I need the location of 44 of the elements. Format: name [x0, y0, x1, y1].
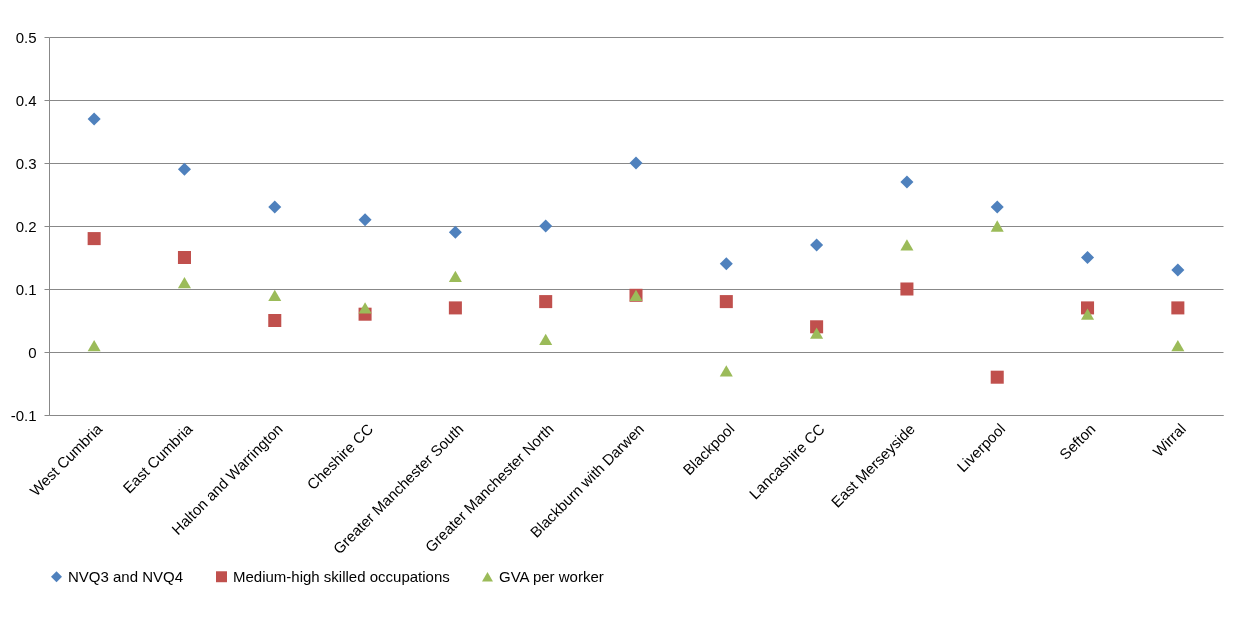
point [1171, 263, 1185, 277]
point [177, 277, 191, 289]
point [719, 295, 733, 309]
point [719, 257, 733, 271]
point [539, 295, 553, 309]
legend-label: Medium-high skilled occupations [233, 567, 450, 585]
point [900, 239, 914, 251]
point [990, 200, 1004, 214]
legend-label: GVA per worker [499, 567, 604, 585]
point [1171, 301, 1185, 315]
point [87, 232, 101, 246]
y-tick-label: -0.1 [10, 406, 37, 424]
point [1081, 250, 1095, 265]
point [268, 289, 282, 301]
point [177, 250, 191, 265]
point [990, 220, 1004, 232]
point [87, 340, 101, 352]
point [87, 112, 101, 126]
point [1171, 340, 1185, 352]
point [177, 162, 191, 176]
point [719, 365, 733, 377]
y-tick-label: 0.1 [15, 280, 37, 298]
point [990, 370, 1004, 384]
y-tick-label: 0 [28, 343, 37, 361]
point [358, 302, 372, 314]
point [539, 333, 553, 346]
y-tick-label: 0.3 [15, 154, 37, 172]
point [358, 213, 372, 227]
point [539, 219, 553, 233]
point [900, 282, 914, 296]
legend-label: NVQ3 and NVQ4 [68, 567, 184, 585]
y-tick-label: 0.5 [15, 28, 37, 46]
point [629, 156, 643, 170]
point [810, 238, 824, 252]
point [448, 301, 462, 315]
point [448, 225, 462, 239]
point [448, 270, 462, 283]
y-tick-label: 0.2 [15, 217, 37, 235]
point [268, 200, 282, 214]
point [900, 175, 914, 189]
point [810, 327, 824, 339]
point [1081, 308, 1095, 320]
point [268, 313, 282, 328]
y-tick-label: 0.4 [15, 91, 37, 109]
